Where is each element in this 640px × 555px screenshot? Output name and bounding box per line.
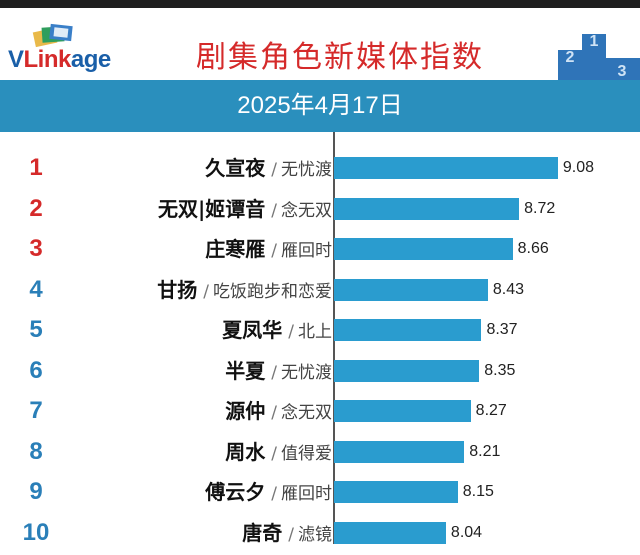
category-label: 周水 / 值得爱	[225, 432, 332, 474]
data-label: 9.08	[562, 159, 594, 176]
character-name: 半夏	[225, 358, 266, 383]
category-label: 甘扬 / 吃饭跑步和恋爱	[157, 270, 332, 312]
character-name: 傅云夕	[205, 480, 266, 504]
drama-name: 滤镜	[298, 524, 332, 545]
header: VLinkage 剧集角色新媒体指数 2 1 3	[0, 8, 640, 86]
data-label: 8.72	[524, 199, 556, 217]
drama-name: 北上	[298, 322, 332, 342]
character-name: 夏凤华	[222, 318, 283, 342]
category-label: 无双|姬谭音 / 念无双	[158, 189, 332, 231]
rank-number: 7	[29, 397, 43, 424]
chart-row: 7 源仲 / 念无双 8.27	[0, 391, 640, 431]
date-text: 2025年4月17日	[237, 92, 403, 119]
category-label: 久宣夜 / 无忧渡	[205, 148, 332, 190]
drama-name: 雁回时	[281, 484, 332, 504]
date-bar: 2025年4月17日	[0, 80, 640, 132]
character-name: 庄寒雁	[205, 237, 266, 261]
data-label: 8.37	[486, 321, 518, 338]
chart-row: 4 甘扬 / 吃饭跑步和恋爱 8.43	[0, 270, 640, 310]
bar	[334, 440, 465, 463]
label-separator: /	[271, 403, 277, 423]
character-name: 无双|姬谭音	[157, 196, 266, 221]
category-label: 唐奇 / 滤镜	[242, 513, 332, 555]
label-separator: /	[288, 322, 294, 342]
drama-name: 值得爱	[281, 443, 332, 464]
rank-number: 1	[29, 154, 43, 181]
data-label: 8.21	[469, 442, 501, 460]
svg-text:2: 2	[566, 49, 575, 66]
top-dark-strip	[0, 0, 640, 8]
chart-row: 3 庄寒雁 / 雁回时 8.66	[0, 229, 640, 269]
rank-number: 4	[29, 275, 43, 303]
data-label: 8.43	[492, 280, 525, 298]
vlinkage-logo: VLinkage	[8, 18, 148, 76]
bar	[334, 197, 520, 220]
drama-name: 念无双	[281, 200, 332, 221]
page-title: 剧集角色新媒体指数	[196, 40, 484, 75]
chart-row: 5 夏凤华 / 北上 8.37	[0, 310, 640, 350]
bar	[334, 319, 482, 341]
category-label: 源仲 / 念无双	[225, 391, 332, 433]
data-label: 8.27	[475, 402, 507, 419]
rank-number: 8	[29, 437, 43, 465]
drama-name: 无忧渡	[281, 160, 332, 180]
bar	[334, 359, 480, 382]
rank-number: 3	[29, 235, 43, 262]
label-separator: /	[271, 484, 277, 504]
character-name: 源仲	[225, 399, 266, 423]
label-separator: /	[271, 362, 277, 383]
bar	[334, 481, 458, 503]
bar	[334, 238, 513, 260]
label-separator: /	[203, 281, 209, 302]
chart-row: 6 半夏 / 无忧渡 8.35	[0, 351, 640, 391]
svg-text:1: 1	[590, 33, 599, 50]
character-name: 久宣夜	[205, 156, 266, 180]
category-label: 庄寒雁 / 雁回时	[205, 229, 332, 271]
label-separator: /	[271, 241, 277, 261]
category-label: 夏凤华 / 北上	[222, 310, 332, 352]
drama-name: 无忧渡	[281, 362, 332, 383]
data-label: 8.35	[484, 361, 516, 379]
chart-row: 1 久宣夜 / 无忧渡 9.08	[0, 148, 640, 188]
bar	[334, 400, 471, 422]
ranking-chart: 1 久宣夜 / 无忧渡 9.08 2 无双|姬谭音 / 念无双 8.72 3 庄寒雁 / 雁回时 8.66 4…	[0, 132, 640, 546]
drama-name: 念无双	[281, 403, 332, 423]
drama-name: 雁回时	[281, 241, 332, 261]
svg-text:3: 3	[618, 63, 627, 80]
label-separator: /	[271, 443, 277, 464]
rank-number: 9	[29, 478, 43, 505]
rank-number: 5	[29, 316, 43, 343]
label-separator: /	[271, 200, 277, 221]
label-separator: /	[288, 524, 294, 545]
chart-row: 2 无双|姬谭音 / 念无双 8.72	[0, 189, 640, 229]
label-separator: /	[271, 160, 277, 180]
bar	[334, 521, 446, 544]
logo-cards-icon	[32, 23, 73, 48]
character-name: 周水	[225, 439, 266, 464]
chart-row: 10 唐奇 / 滤镜 8.04	[0, 513, 640, 553]
category-label: 半夏 / 无忧渡	[225, 351, 332, 393]
rank-number: 2	[29, 194, 43, 222]
chart-row: 9 傅云夕 / 雁回时 8.15	[0, 472, 640, 512]
rank-number: 10	[22, 518, 50, 546]
character-name: 甘扬	[157, 277, 198, 302]
logo-text: VLinkage	[8, 46, 111, 73]
rank-number: 6	[29, 356, 43, 384]
bar	[334, 278, 488, 301]
character-name: 唐奇	[242, 520, 283, 545]
category-label: 傅云夕 / 雁回时	[205, 472, 332, 514]
chart-row: 8 周水 / 值得爱 8.21	[0, 432, 640, 472]
podium-icon: 2 1 3	[558, 33, 640, 86]
bar	[334, 157, 558, 179]
data-label: 8.15	[462, 483, 494, 500]
drama-name: 吃饭跑步和恋爱	[213, 281, 332, 302]
data-label: 8.04	[450, 523, 483, 541]
data-label: 8.66	[517, 240, 549, 257]
